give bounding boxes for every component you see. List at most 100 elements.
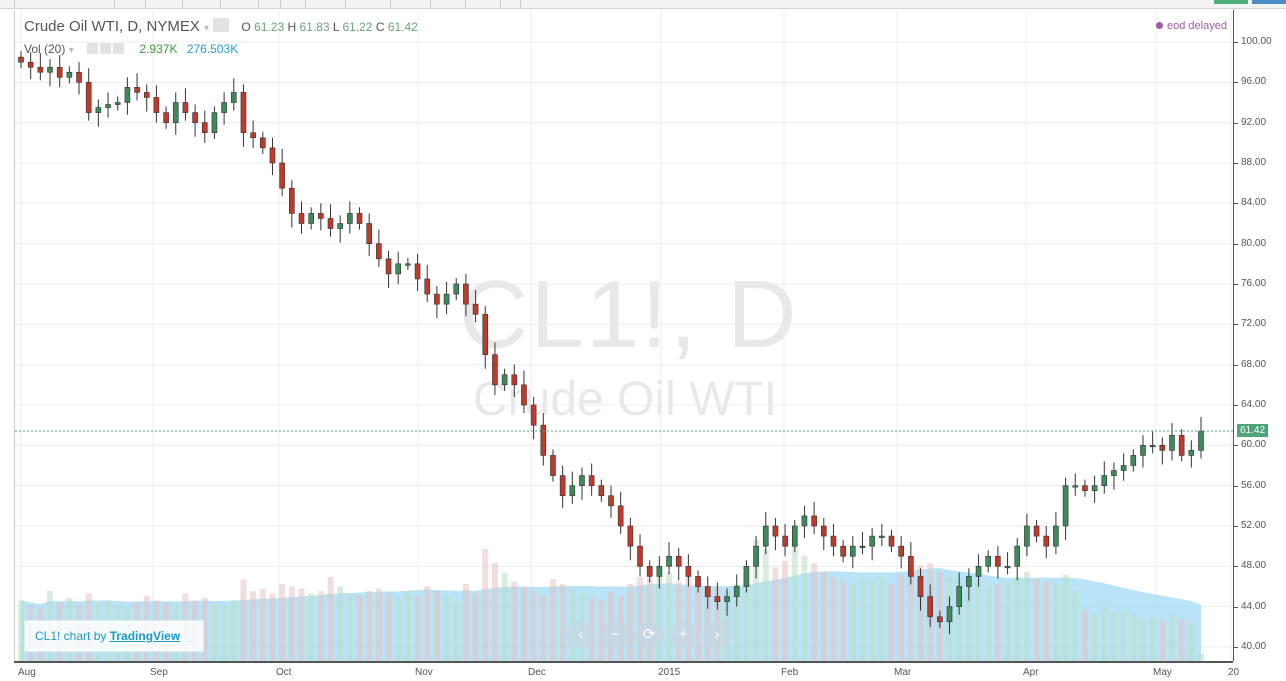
volume-bar bbox=[733, 584, 740, 661]
y-tick-label: 60.00 bbox=[1233, 439, 1267, 451]
candle-body bbox=[434, 293, 440, 305]
candle-body bbox=[656, 566, 663, 577]
scroll-left-button[interactable]: ‹ bbox=[567, 621, 595, 649]
candle-body bbox=[859, 545, 866, 548]
eye-icon[interactable] bbox=[87, 43, 99, 54]
volume-bar bbox=[201, 598, 208, 661]
volume-bar bbox=[898, 574, 905, 661]
y-tick-label: 72.00 bbox=[1233, 318, 1267, 330]
volume-bar bbox=[878, 577, 885, 661]
candle-body bbox=[927, 596, 933, 618]
candle-body bbox=[424, 278, 431, 295]
y-tick-label: 52.00 bbox=[1233, 520, 1267, 531]
x-tick-label: Feb bbox=[781, 667, 799, 678]
chart-plot-area[interactable]: CL1!, D Crude Oil WTI bbox=[14, 10, 1233, 661]
candle-body bbox=[579, 475, 585, 486]
candle-body bbox=[250, 132, 256, 139]
x-tick-label: May bbox=[1153, 667, 1172, 678]
zoom-in-button[interactable]: + bbox=[669, 621, 697, 649]
candle-body bbox=[937, 616, 943, 623]
candle-body bbox=[791, 525, 798, 547]
chevron-down-icon[interactable]: ▾ bbox=[204, 23, 210, 34]
volume-bar bbox=[1091, 614, 1098, 661]
toolbar-blue-button[interactable] bbox=[1252, 0, 1286, 4]
candle-body bbox=[550, 455, 556, 476]
time-axis[interactable]: Aug Sep Oct Nov Dec 2015 Feb Mar Apr May 20 bbox=[14, 661, 1239, 681]
candle-body bbox=[105, 104, 111, 108]
volume-bar bbox=[433, 591, 440, 661]
candle-body bbox=[47, 66, 53, 73]
candle-body bbox=[511, 374, 518, 386]
tradingview-link[interactable]: TradingView bbox=[109, 629, 181, 643]
low-label: L bbox=[332, 20, 340, 34]
high-value: 61.83 bbox=[299, 20, 330, 34]
volume-bar bbox=[956, 581, 963, 661]
volume-bar bbox=[637, 577, 644, 661]
volume-bar bbox=[1120, 609, 1127, 661]
candle-body bbox=[675, 555, 682, 567]
candle-body bbox=[1014, 545, 1021, 567]
volume-bar bbox=[801, 556, 808, 661]
candle-body bbox=[956, 586, 962, 607]
series-legend: Crude Oil WTI, D, NYMEX ▾ O 61.23 H 61.8… bbox=[24, 18, 418, 35]
candle-body bbox=[995, 555, 1001, 567]
close-icon[interactable] bbox=[113, 43, 125, 54]
volume-bar bbox=[491, 563, 498, 661]
candle-body bbox=[1111, 470, 1117, 476]
x-tick-label: Dec bbox=[528, 667, 546, 678]
candle-body bbox=[714, 596, 721, 602]
volume-bar bbox=[869, 581, 876, 661]
candle-body bbox=[569, 485, 576, 497]
candle-body bbox=[279, 162, 285, 189]
candle-body bbox=[1178, 434, 1185, 456]
candle-body bbox=[733, 586, 740, 597]
candle-body bbox=[27, 61, 34, 68]
chevron-down-icon[interactable]: ▾ bbox=[68, 45, 74, 56]
volume-bar bbox=[994, 584, 1001, 661]
volume-indicator-label[interactable]: Vol (20) bbox=[24, 42, 66, 56]
candle-body bbox=[811, 515, 817, 527]
y-tick-label: 68.00 bbox=[1233, 358, 1267, 370]
volume-bar bbox=[472, 593, 479, 661]
price-chart bbox=[15, 10, 1233, 661]
volume-bar bbox=[1023, 572, 1030, 661]
candle-body bbox=[37, 66, 44, 73]
volume-bar bbox=[1043, 581, 1050, 661]
volume-bar bbox=[414, 595, 421, 661]
volume-bar bbox=[511, 581, 518, 661]
volume-bar bbox=[221, 605, 228, 661]
symbol-title[interactable]: Crude Oil WTI, D, NYMEX bbox=[24, 18, 200, 35]
candle-body bbox=[850, 545, 856, 557]
candle-body bbox=[617, 505, 624, 527]
y-tick-label: 48.00 bbox=[1233, 560, 1267, 572]
volume-bar bbox=[772, 567, 779, 661]
volume-bar bbox=[1081, 609, 1088, 661]
volume-bar bbox=[859, 579, 866, 661]
x-tick-label: Aug bbox=[18, 667, 36, 678]
ohlc-readout: O 61.23 H 61.83 L 61.22 C 61.42 bbox=[241, 20, 417, 34]
candle-body bbox=[1120, 465, 1127, 471]
candle-body bbox=[95, 107, 102, 113]
candle-body bbox=[501, 374, 508, 386]
candle-body bbox=[898, 545, 904, 557]
x-tick-label: Apr bbox=[1023, 667, 1039, 678]
x-tick-label: Nov bbox=[415, 667, 433, 678]
candle-body bbox=[830, 535, 837, 547]
toolbar-green-button[interactable] bbox=[1214, 0, 1248, 4]
candle-body bbox=[366, 223, 372, 244]
scroll-right-button[interactable]: › bbox=[703, 621, 731, 649]
candle-body bbox=[521, 384, 527, 406]
price-axis[interactable]: 100.00 96.00 92.00 88.00 84.00 80.00 76.00 72.0… bbox=[1233, 10, 1286, 661]
eye-icon[interactable] bbox=[213, 18, 230, 32]
reset-button[interactable]: ⟳ bbox=[635, 621, 663, 649]
x-tick-label: Oct bbox=[276, 667, 292, 678]
volume-bar bbox=[530, 591, 537, 661]
volume-bar bbox=[782, 560, 789, 661]
zoom-out-button[interactable]: − bbox=[601, 621, 629, 649]
gear-icon[interactable] bbox=[100, 43, 112, 54]
volume-bar bbox=[743, 579, 750, 661]
candle-body bbox=[762, 525, 769, 547]
candle-body bbox=[1062, 485, 1069, 527]
y-tick-label: 92.00 bbox=[1233, 116, 1267, 128]
volume-bar bbox=[830, 577, 837, 661]
